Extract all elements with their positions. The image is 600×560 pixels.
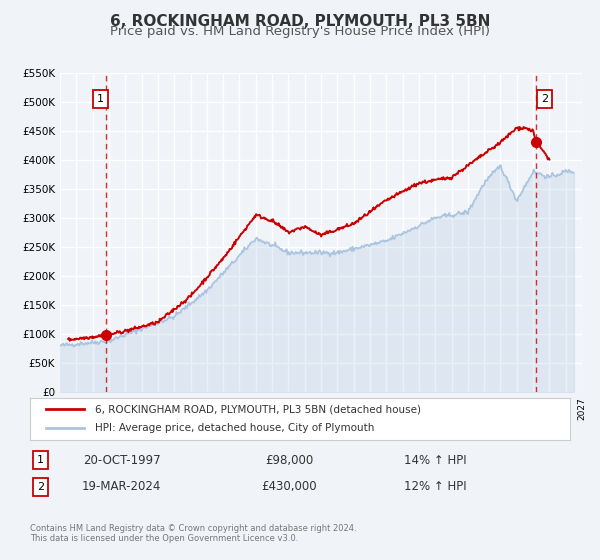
Text: Contains HM Land Registry data © Crown copyright and database right 2024.
This d: Contains HM Land Registry data © Crown c…: [30, 524, 356, 543]
Text: 20-OCT-1997: 20-OCT-1997: [83, 454, 161, 467]
Text: 2: 2: [37, 482, 44, 492]
Text: 19-MAR-2024: 19-MAR-2024: [82, 480, 161, 493]
Text: 14% ↑ HPI: 14% ↑ HPI: [404, 454, 466, 467]
Text: £98,000: £98,000: [265, 454, 313, 467]
Text: Price paid vs. HM Land Registry's House Price Index (HPI): Price paid vs. HM Land Registry's House …: [110, 25, 490, 38]
Text: 6, ROCKINGHAM ROAD, PLYMOUTH, PL3 5BN: 6, ROCKINGHAM ROAD, PLYMOUTH, PL3 5BN: [110, 14, 490, 29]
Text: 2: 2: [541, 94, 548, 104]
Text: 6, ROCKINGHAM ROAD, PLYMOUTH, PL3 5BN (detached house): 6, ROCKINGHAM ROAD, PLYMOUTH, PL3 5BN (d…: [95, 404, 421, 414]
Text: 1: 1: [97, 94, 104, 104]
Text: HPI: Average price, detached house, City of Plymouth: HPI: Average price, detached house, City…: [95, 423, 374, 433]
Text: 1: 1: [37, 455, 44, 465]
Text: 12% ↑ HPI: 12% ↑ HPI: [404, 480, 466, 493]
Text: £430,000: £430,000: [262, 480, 317, 493]
